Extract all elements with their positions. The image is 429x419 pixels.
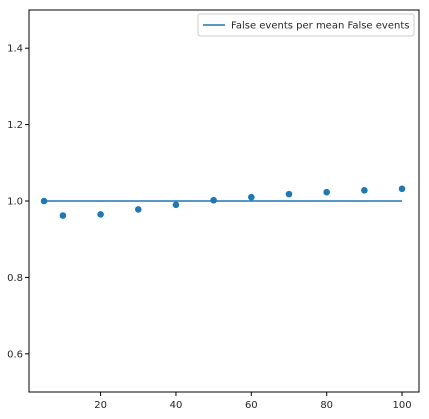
data-point <box>361 187 368 194</box>
x-tick-label: 20 <box>94 400 107 411</box>
data-point <box>134 206 142 213</box>
y-tick-label: 0.8 <box>7 273 23 284</box>
data-point <box>248 193 255 201</box>
x-axis: 20 40 60 80 100 <box>94 392 412 411</box>
y-tick-label: 1.2 <box>7 120 23 131</box>
x-tick-label: 80 <box>320 400 333 411</box>
data-point <box>210 196 217 204</box>
y-tick-label: 1.0 <box>7 197 23 208</box>
legend: False events per mean False events <box>197 13 415 37</box>
data-point <box>97 211 104 218</box>
data-point <box>323 188 330 196</box>
data-point <box>398 185 406 193</box>
series-layer <box>40 185 406 219</box>
x-tick-label: 60 <box>245 400 258 411</box>
data-point <box>172 201 180 209</box>
x-tick-label: 40 <box>170 400 183 411</box>
y-tick-label: 1.4 <box>7 44 23 55</box>
y-axis: 0.6 0.8 1.0 1.2 1.4 <box>7 44 29 360</box>
x-tick-label: 100 <box>392 400 411 411</box>
data-point <box>285 190 293 198</box>
legend-label: False events per mean False events <box>231 21 409 32</box>
data-point <box>59 212 67 219</box>
y-tick-label: 0.6 <box>7 349 23 360</box>
legend-box <box>197 13 415 37</box>
